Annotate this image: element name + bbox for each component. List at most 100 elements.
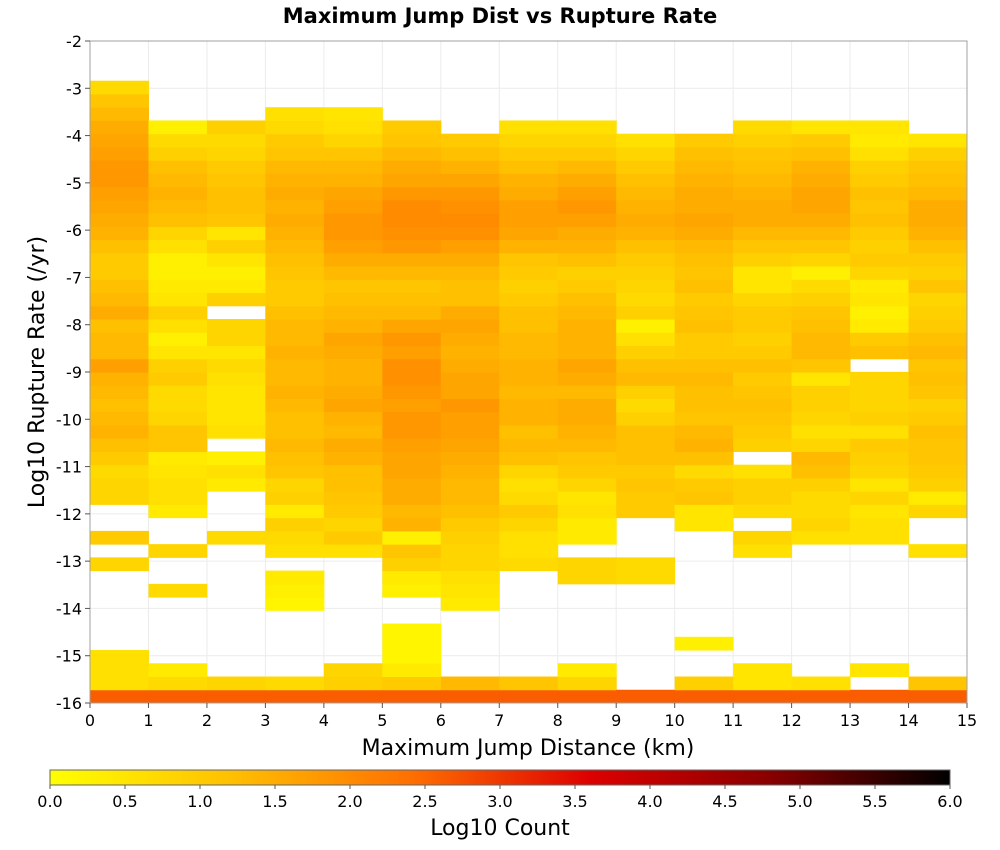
heatmap-cell [499,239,559,254]
heatmap-cell [908,398,968,413]
heatmap-cell [908,424,968,439]
heatmap-cell [850,332,910,347]
heatmap-cell [850,477,910,492]
heatmap-cell [908,451,968,466]
heatmap-cell [148,345,208,360]
heatmap-cell [90,663,149,678]
x-tick-label: 6 [436,711,446,730]
heatmap-cell [90,239,149,254]
heatmap-cell [499,173,559,188]
heatmap-cell [616,689,676,704]
heatmap-cell [382,636,442,651]
colorbar-tick-label: 4.0 [637,792,662,811]
y-tick-label: -15 [56,647,82,666]
heatmap-cell [557,464,617,479]
heatmap-cell [323,398,383,413]
heatmap-cell [499,133,559,148]
heatmap-cell [206,689,266,704]
heatmap-cell [90,385,149,399]
heatmap-cell [557,424,617,439]
heatmap-cell [733,689,793,704]
heatmap-cell [733,663,793,678]
heatmap-cell [323,345,383,360]
heatmap-cell [674,332,734,347]
heatmap-cell [265,173,325,188]
heatmap-cell [440,239,500,254]
heatmap-cell [733,199,793,214]
heatmap-cell [382,358,442,373]
x-tick-label: 12 [781,711,801,730]
colorbar-tick-label: 3.5 [562,792,587,811]
heatmap-cell [674,464,734,479]
heatmap-cell [733,345,793,360]
heatmap-cell [265,279,325,294]
heatmap-cell [733,424,793,439]
heatmap-cell [850,186,910,201]
heatmap-cell [674,438,734,452]
heatmap-cell [323,676,383,691]
heatmap-cell [382,411,442,426]
heatmap-cell [733,676,793,691]
heatmap-cell [499,557,559,572]
heatmap-cell [850,173,910,188]
heatmap-cell [90,93,149,108]
heatmap-cell [382,226,442,241]
heatmap-cell [265,477,325,492]
x-tick-label: 0 [85,711,95,730]
x-tick-label: 15 [957,711,977,730]
heatmap-cell [265,213,325,227]
heatmap-cell [733,438,793,452]
x-tick-label: 4 [319,711,329,730]
heatmap-cell [791,517,851,532]
heatmap-cell [323,319,383,333]
heatmap-cell [323,411,383,426]
heatmap-cell [323,464,383,479]
heatmap-cell [616,372,676,386]
heatmap-cell [557,252,617,267]
heatmap-cell [674,517,734,532]
heatmap-cell [791,676,851,691]
heatmap-cell [499,689,559,704]
heatmap-cell [908,411,968,426]
heatmap-cell [206,345,266,360]
heatmap-cell [674,213,734,227]
heatmap-cell [440,504,500,519]
y-tick-label: -9 [66,363,82,382]
heatmap-cell [499,266,559,280]
heatmap-cell [148,372,208,386]
heatmap-cell [616,213,676,227]
heatmap-cell [557,491,617,505]
heatmap-cell [440,570,500,585]
heatmap-cell [323,385,383,399]
heatmap-cell [616,557,676,572]
heatmap-cell [499,372,559,386]
heatmap-cell [323,120,383,135]
heatmap-cell [90,120,149,135]
heatmap-cell [908,676,968,691]
heatmap-cell [557,517,617,532]
colorbar-label: Log10 Count [430,816,570,841]
heatmap-cell [265,385,325,399]
heatmap-cell [323,146,383,161]
heatmap-cell [265,464,325,479]
heatmap-cell [440,358,500,373]
y-tick-label: -16 [56,694,82,713]
heatmap-cell [265,292,325,307]
heatmap-cell [440,424,500,439]
heatmap-cell [265,411,325,426]
heatmap-cell [733,398,793,413]
y-tick-label: -7 [66,268,82,287]
y-tick-label: -4 [66,127,82,146]
heatmap-cell [265,544,325,558]
heatmap-cell [90,345,149,360]
heatmap-cell [674,477,734,492]
heatmap-cell [265,424,325,439]
heatmap-cell [323,305,383,320]
x-tick-label: 8 [553,711,563,730]
y-tick-label: -11 [56,458,82,477]
heatmap-cell [90,650,149,664]
heatmap-cell [850,319,910,333]
heatmap-cell [440,146,500,161]
heatmap-cell [382,557,442,572]
